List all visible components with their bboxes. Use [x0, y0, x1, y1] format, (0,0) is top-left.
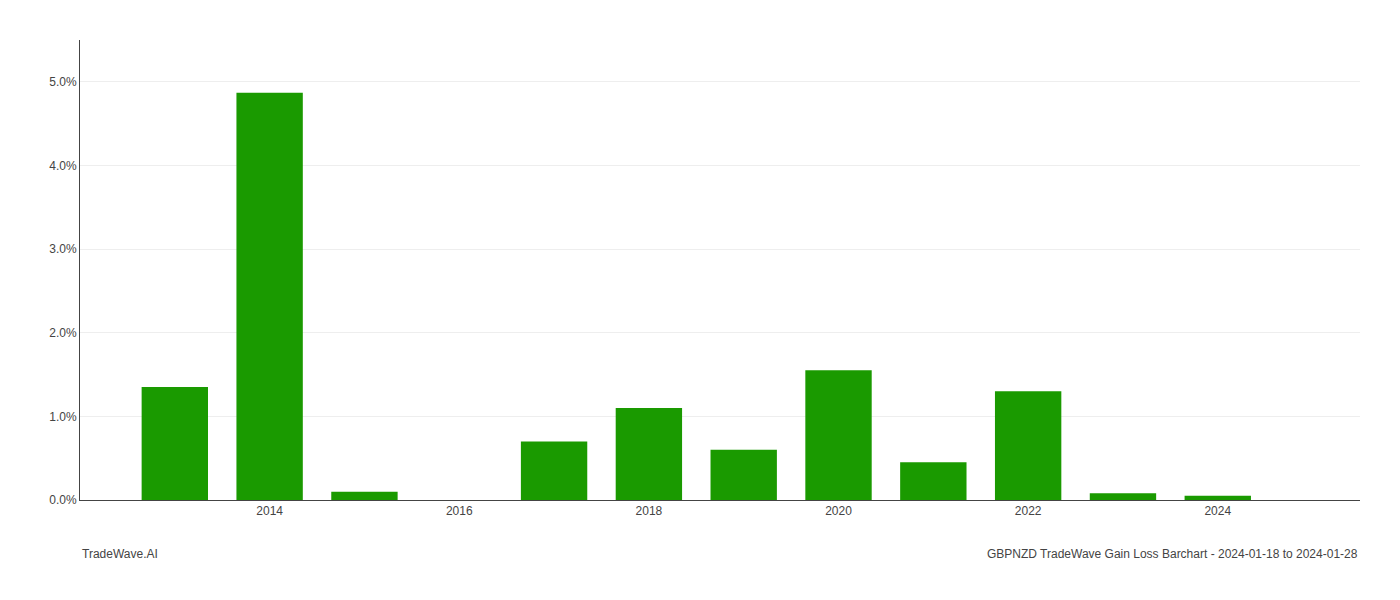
svg-text:0.0%: 0.0%: [49, 493, 77, 507]
svg-text:2016: 2016: [446, 504, 473, 518]
svg-text:2014: 2014: [256, 504, 283, 518]
svg-text:4.0%: 4.0%: [49, 159, 77, 173]
svg-text:2022: 2022: [1015, 504, 1042, 518]
svg-text:GBPNZD TradeWave Gain Loss Bar: GBPNZD TradeWave Gain Loss Barchart - 20…: [987, 547, 1358, 561]
svg-text:5.0%: 5.0%: [49, 75, 77, 89]
svg-text:3.0%: 3.0%: [49, 242, 77, 256]
svg-text:2024: 2024: [1204, 504, 1231, 518]
svg-text:TradeWave.AI: TradeWave.AI: [82, 547, 158, 561]
svg-text:1.0%: 1.0%: [49, 410, 77, 424]
svg-text:2.0%: 2.0%: [49, 326, 77, 340]
svg-text:2020: 2020: [825, 504, 852, 518]
svg-text:2018: 2018: [636, 504, 663, 518]
